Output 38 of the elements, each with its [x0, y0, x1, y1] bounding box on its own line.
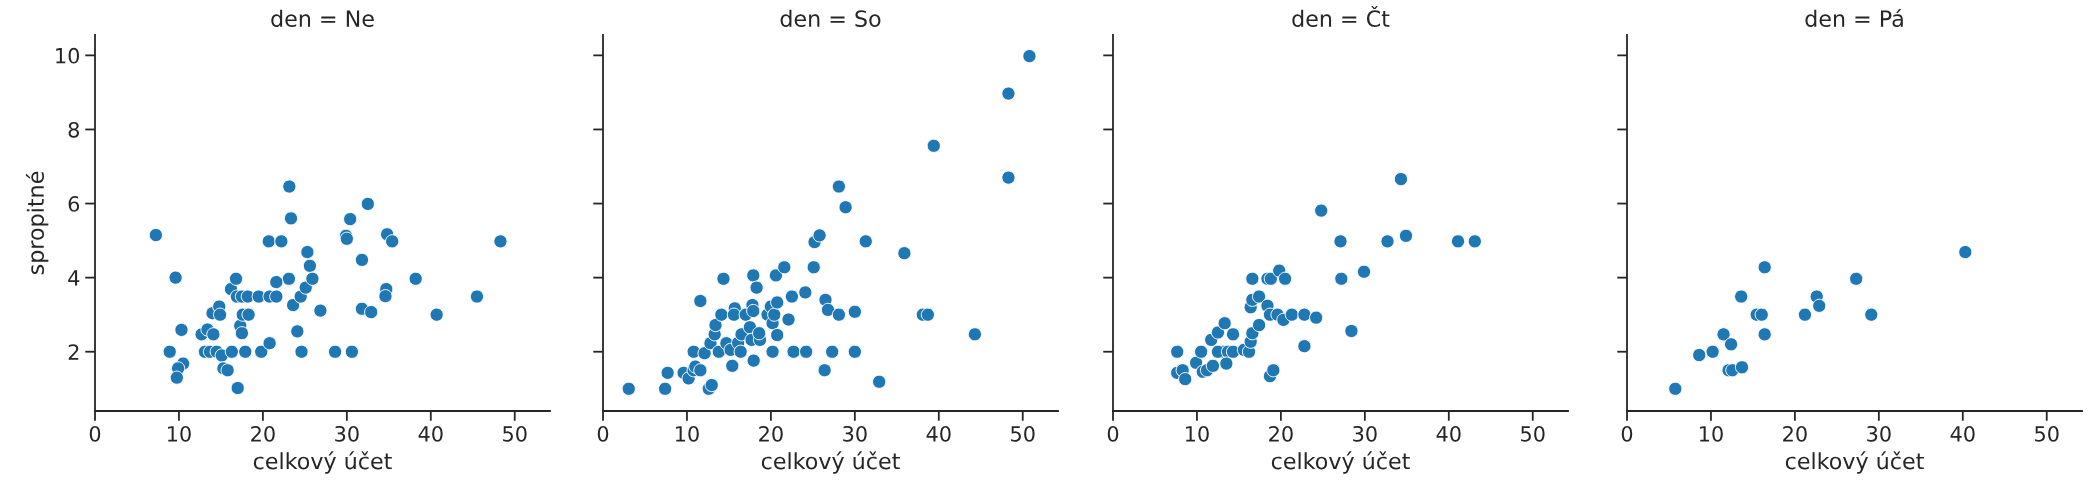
x-axis-title: celkový účet: [761, 451, 900, 474]
x-tick-label: 30: [1353, 425, 1377, 442]
chart-title: den = Čt: [1292, 6, 1390, 27]
x-tick-label: 20: [251, 425, 275, 442]
x-axis-title: celkový účet: [1785, 451, 1924, 474]
y-tick-label: 4: [68, 270, 80, 286]
x-tick-label: 10: [1185, 425, 1209, 442]
x-tick-label: 20: [1783, 425, 1807, 442]
x-tick-label: 30: [1867, 425, 1891, 442]
x-tick-label: 20: [759, 425, 783, 442]
x-tick-label: 0: [1621, 425, 1633, 442]
x-tick-label: 0: [1107, 425, 1119, 442]
x-tick-label: 40: [418, 425, 443, 442]
x-tick-label: 40: [1950, 425, 1975, 442]
x-tick-label: 50: [1011, 425, 1035, 442]
y-tick-label: 10: [56, 47, 80, 64]
x-tick-label: 30: [335, 425, 359, 442]
y-tick-label: 8: [68, 121, 79, 138]
x-tick-label: 50: [2035, 425, 2059, 442]
x-axis-title: celkový účet: [1271, 451, 1410, 474]
chart-title: den = So: [780, 9, 881, 27]
x-tick-label: 10: [1699, 425, 1723, 442]
chart-title: den = Pá: [1805, 8, 1903, 27]
x-tick-label: 50: [1521, 425, 1545, 442]
x-tick-label: 50: [503, 425, 527, 442]
chart-title: den = Ne: [271, 9, 374, 27]
y-tick-label: 6: [68, 196, 80, 212]
x-tick-label: 0: [89, 425, 101, 442]
x-tick-label: 0: [597, 425, 609, 442]
x-tick-label: 40: [1436, 425, 1461, 442]
x-tick-label: 30: [843, 425, 867, 442]
x-tick-label: 20: [1269, 425, 1293, 442]
x-tick-label: 40: [926, 425, 951, 442]
x-tick-label: 10: [167, 425, 191, 442]
x-axis-title: celkový účet: [253, 451, 392, 474]
y-axis-title: spropitné: [25, 171, 49, 275]
y-tick-label: 2: [68, 344, 79, 360]
x-tick-label: 10: [675, 425, 699, 442]
